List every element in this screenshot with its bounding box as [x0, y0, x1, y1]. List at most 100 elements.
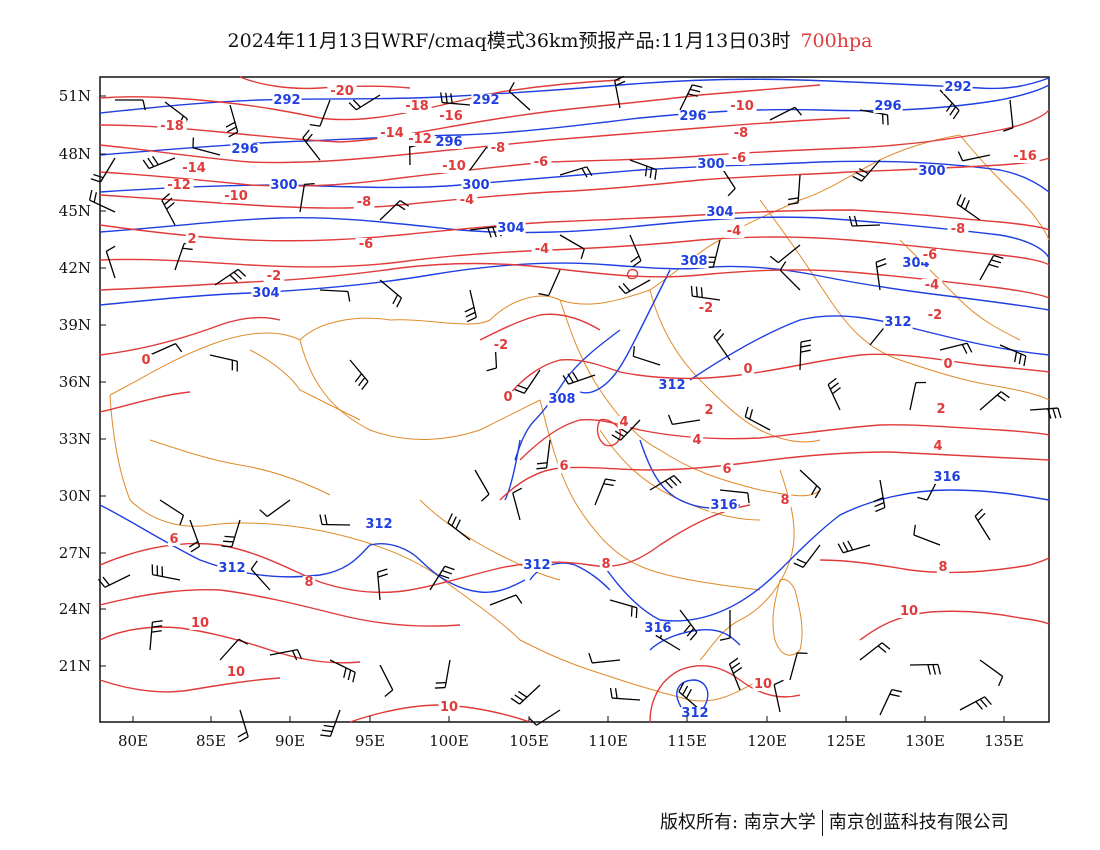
wind-barb-staff — [672, 419, 701, 426]
wind-barb — [379, 279, 403, 308]
geopotential-label-bg — [709, 499, 739, 512]
temperature-line — [99, 677, 281, 693]
wind-barb-staff — [329, 659, 356, 673]
wind-barb-feather — [567, 373, 574, 383]
wind-barb — [149, 620, 163, 651]
wind-barb-feather — [945, 102, 953, 112]
lon-tick-label: 125E — [826, 732, 866, 750]
wind-barb — [744, 406, 771, 431]
wind-barb-feather — [889, 693, 900, 698]
geopotential-label: 304 — [252, 286, 279, 301]
wind-barb — [979, 254, 1004, 281]
wind-barb-feather — [961, 344, 968, 354]
wind-barb-feather — [518, 690, 528, 698]
wind-barb-feather — [993, 254, 1004, 260]
wind-barb-staff — [174, 243, 185, 271]
wind-barb-feather — [874, 502, 885, 508]
wind-barb-staff — [319, 99, 331, 127]
geopotential-label-bg — [873, 100, 903, 113]
wind-barb — [957, 151, 991, 162]
wind-barb — [909, 663, 942, 675]
geopotential-label-bg — [680, 707, 710, 720]
wind-barb — [434, 659, 451, 689]
wind-barb-feather — [949, 106, 957, 116]
temperature-label: 0 — [943, 357, 952, 372]
wind-barb-feather — [323, 724, 334, 728]
wind-barb-feather — [377, 573, 388, 578]
temperature-label-bg — [225, 666, 247, 679]
lat-tick-label: 48N — [59, 145, 91, 163]
wind-barb-feather — [977, 512, 986, 521]
geopotential-line — [504, 439, 521, 501]
wind-barb-feather — [683, 623, 692, 633]
temperature-label-bg — [695, 302, 717, 315]
temperature-label: -4 — [535, 242, 549, 257]
wind-barb-feather — [713, 329, 722, 338]
wind-barb — [728, 657, 743, 691]
wind-barb-feather — [512, 487, 523, 494]
wind-barb-feather — [605, 478, 616, 482]
wind-barb — [679, 609, 698, 641]
wind-barb — [508, 82, 531, 111]
temperature-label-bg — [936, 561, 950, 574]
wind-barb — [789, 652, 808, 681]
wind-barb — [97, 574, 131, 588]
wind-barb-feather — [842, 542, 849, 552]
border-line — [299, 339, 541, 440]
wind-barb-feather — [517, 384, 528, 390]
wind-barb — [237, 709, 249, 743]
wind-barb — [440, 92, 471, 106]
temperature-label: -18 — [160, 119, 184, 134]
temperature-label: -2 — [928, 308, 942, 323]
wind-barb — [559, 234, 585, 259]
wind-barb — [719, 489, 750, 504]
wind-barb-feather — [161, 193, 171, 201]
lon-tick-label: 120E — [747, 732, 787, 750]
geopotential-label: 292 — [944, 80, 971, 95]
wind-barb-staff — [859, 642, 883, 661]
wind-barb — [379, 664, 394, 697]
wind-barb-feather — [321, 729, 333, 733]
wind-barb-feather — [455, 519, 461, 530]
wind-barb-feather — [855, 171, 866, 178]
wind-barb — [837, 540, 871, 554]
wind-barb — [447, 513, 471, 541]
wind-barb — [209, 354, 238, 372]
geopotential-label: 296 — [435, 135, 462, 150]
wind-barb — [773, 679, 784, 713]
wind-barb-staff — [712, 239, 721, 268]
temperature-label: -2 — [494, 338, 508, 353]
lat-tick-label: 33N — [59, 430, 91, 448]
temperature-label: -6 — [534, 155, 548, 170]
wind-barb-staff — [355, 94, 381, 111]
footer-right: 南京创蓝科技有限公司 — [828, 812, 1009, 833]
wind-barb-feather — [377, 568, 388, 573]
geopotential-label-bg — [471, 94, 501, 107]
temperature-line — [99, 236, 1050, 268]
wind-barb-staff — [956, 203, 981, 221]
wind-barb — [649, 475, 682, 491]
wind-barb-staff — [349, 359, 369, 382]
wind-barb-feather — [685, 688, 692, 699]
temperature-label: 2 — [704, 403, 713, 418]
wind-barb-feather — [536, 467, 547, 470]
wind-barb — [221, 519, 241, 548]
geopotential-label: 300 — [918, 164, 945, 179]
wind-barb — [1029, 407, 1062, 419]
temperature-label-bg — [438, 701, 460, 714]
wind-barb-staff — [508, 90, 531, 111]
temperature-label: 8 — [304, 575, 313, 590]
wind-barb-feather — [1018, 353, 1022, 365]
wind-barb — [848, 215, 881, 227]
latitude-axis: 51N 48N 45N 42N 39N 36N 33N 30N 27N 24N 21N — [59, 87, 106, 675]
wind-barb-feather — [690, 285, 693, 297]
wind-barb-feather — [586, 166, 593, 177]
temperature-line — [99, 79, 621, 121]
wind-barb-feather — [630, 255, 640, 263]
wind-barb-feather — [1057, 407, 1062, 419]
wind-barb — [609, 599, 638, 618]
wind-barb-feather — [687, 93, 698, 97]
temperature-label-bg — [139, 354, 153, 367]
wind-barb — [161, 193, 176, 226]
wind-barb-feather — [450, 93, 453, 104]
